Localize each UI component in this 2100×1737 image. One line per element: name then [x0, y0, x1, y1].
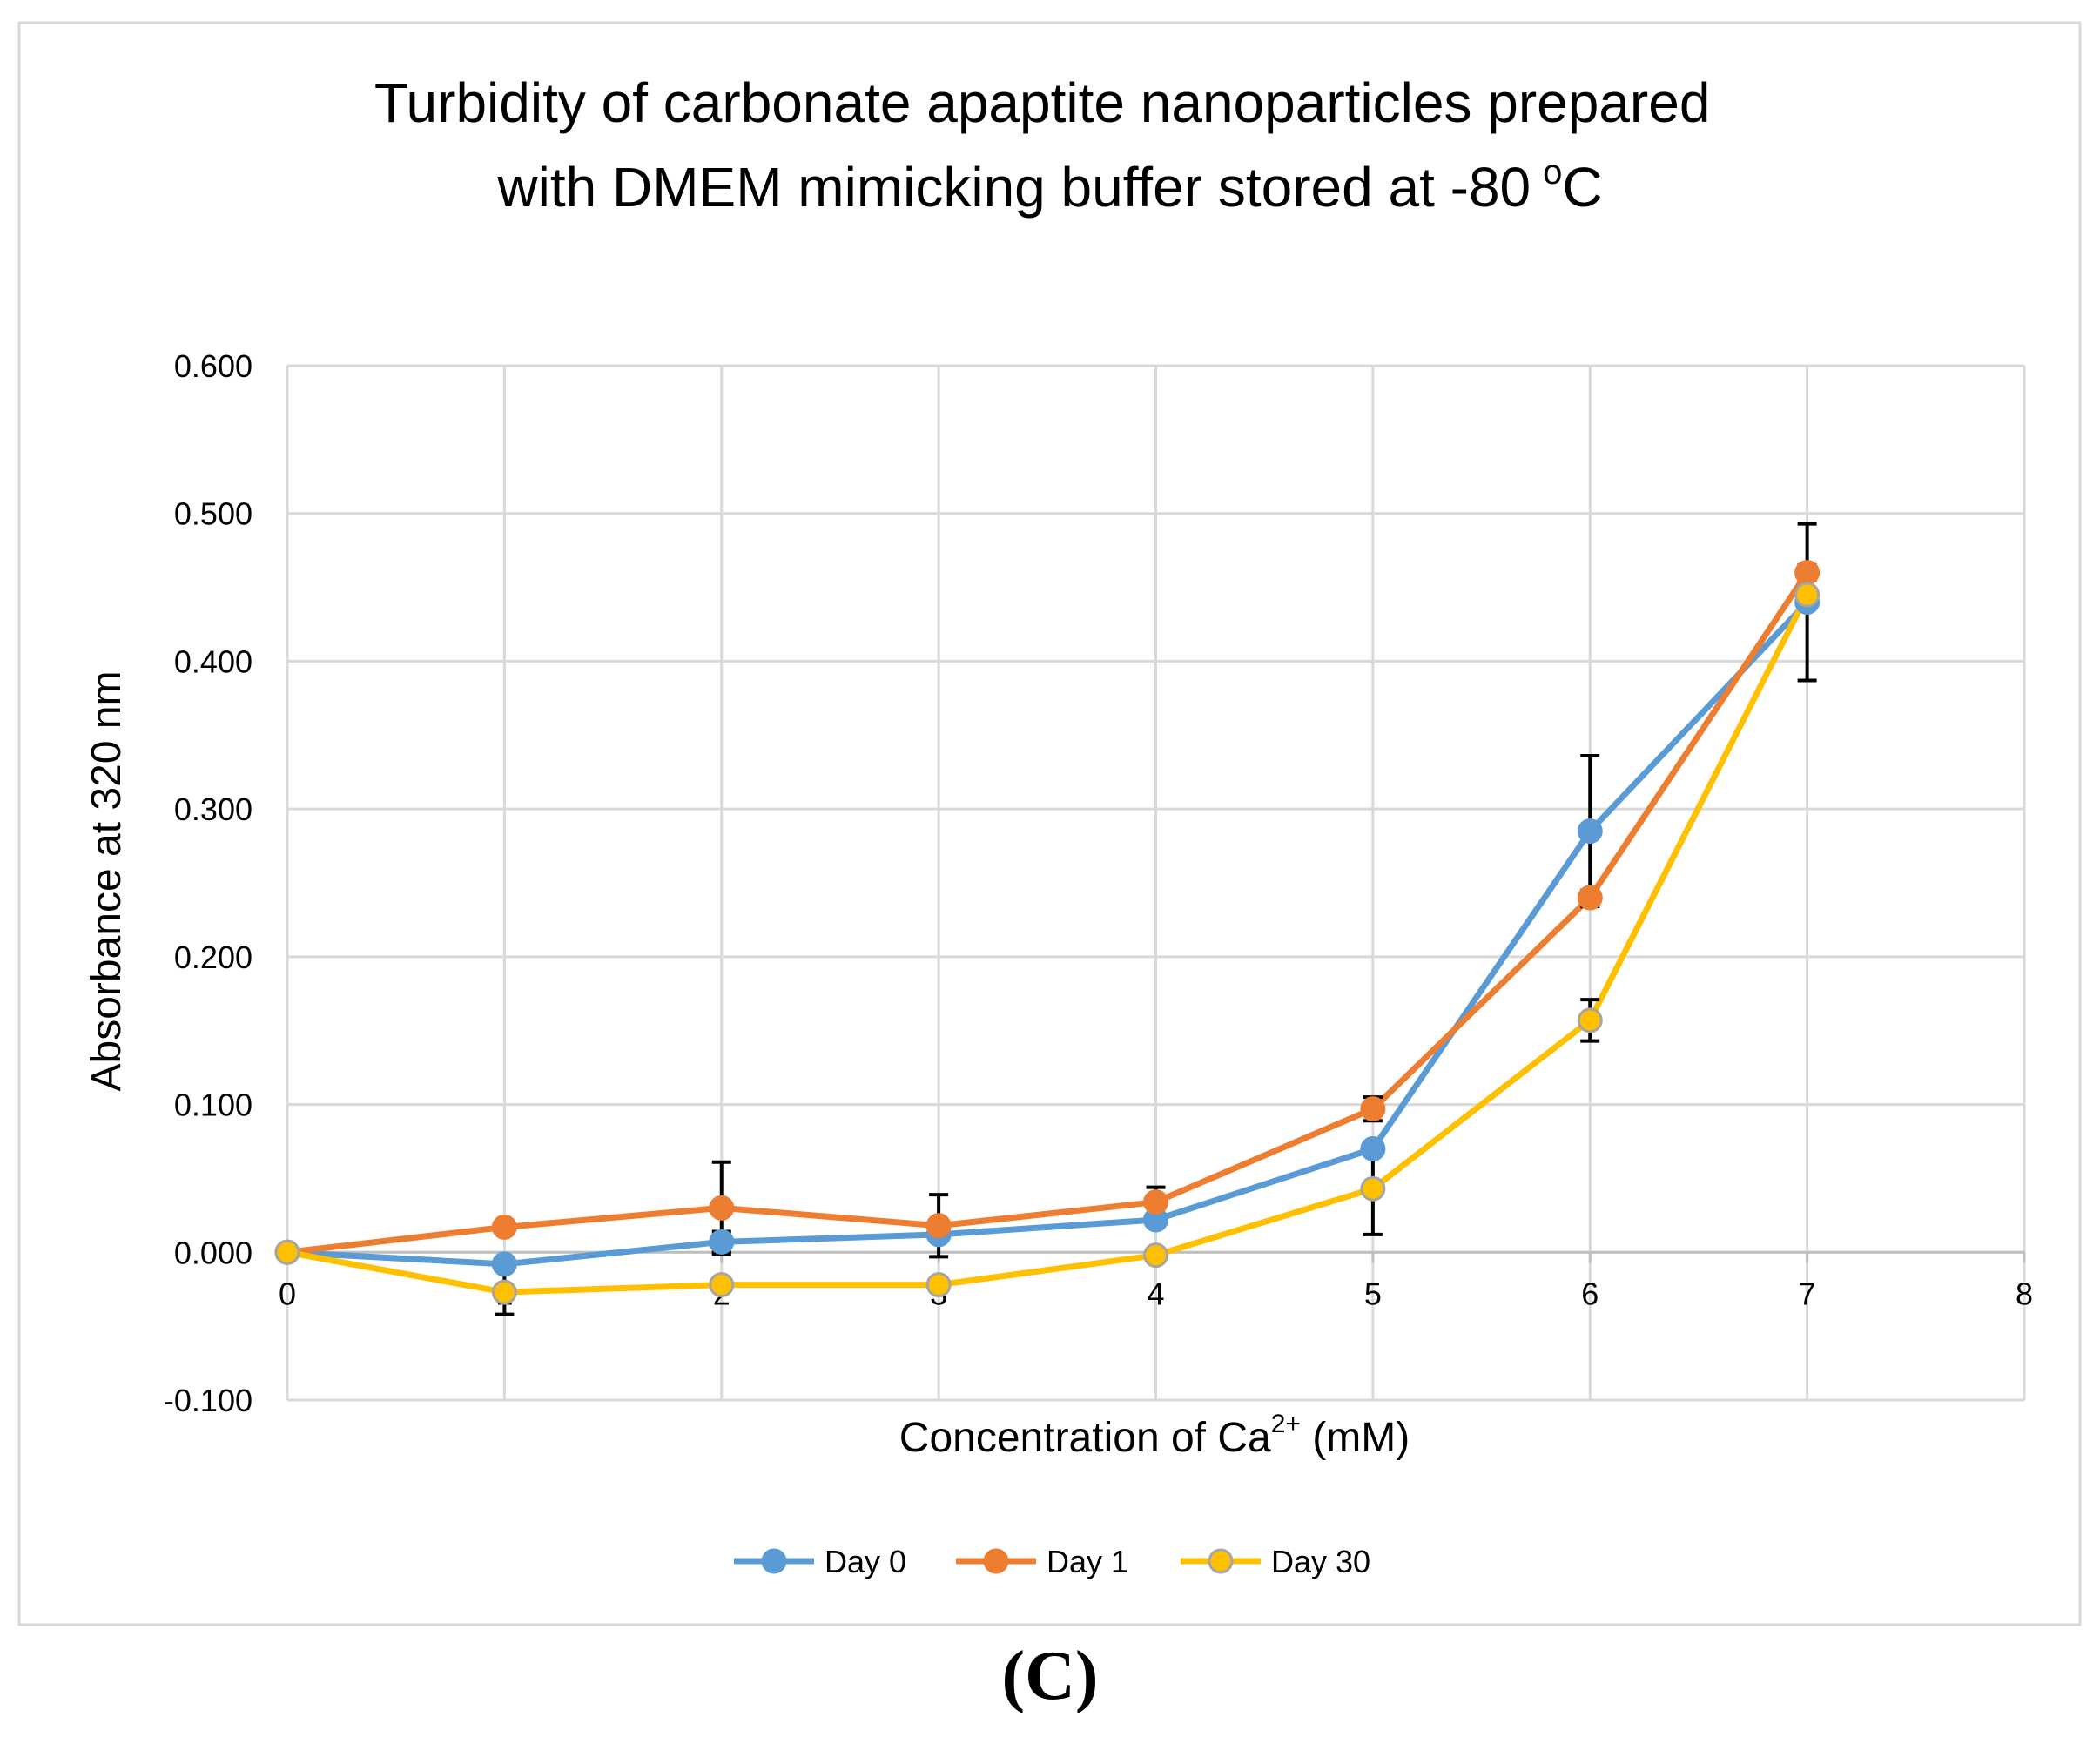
x-axis-label: Concentration of Ca2+ (mM): [899, 1410, 1410, 1461]
series-line-day0: [286, 600, 1810, 1268]
y-axis-tick-labels: -0.100 0.000 0.100 0.200 0.300 0.400 0.500 0.60…: [164, 348, 252, 1418]
marker-day30-3: [925, 1272, 952, 1298]
x-axis-label-prefix: Concentration of Ca: [899, 1415, 1271, 1461]
x-axis-label-superscript: 2+: [1271, 1410, 1301, 1438]
marker-day0-6: [1577, 818, 1603, 845]
chart-border: [17, 21, 2082, 1626]
x-axis-label-suffix: (mM): [1301, 1415, 1410, 1461]
chart-title: Turbidity of carbonate apaptite nanopart…: [374, 71, 1726, 219]
x-tick-label-0: 0: [279, 1276, 296, 1311]
marker-day1-5: [1360, 1096, 1386, 1122]
marker-day1-7: [1794, 560, 1821, 586]
marker-day30-1: [491, 1279, 517, 1305]
y-tick-label-7: 0.600: [174, 348, 252, 384]
x-tick-label-5: 5: [1364, 1276, 1382, 1311]
legend-item-day1: Day 1: [956, 1544, 1128, 1579]
marker-day1-1: [491, 1214, 517, 1240]
legend-item-day30: Day 30: [1181, 1544, 1370, 1579]
legend-swatch-marker: [761, 1548, 787, 1574]
series-line-day1: [286, 570, 1810, 1256]
x-tick-label-8: 8: [2016, 1276, 2033, 1311]
marker-day30-4: [1143, 1242, 1168, 1269]
marker-day0-2: [709, 1229, 735, 1255]
chart-title-line-2: with DMEM mimicking buffer stored at -80…: [496, 153, 1602, 219]
marker-day30-6: [1577, 1007, 1603, 1033]
chart-title-line-1: Turbidity of carbonate apaptite nanopart…: [374, 71, 1711, 134]
marker-day1-4: [1143, 1189, 1168, 1215]
marker-day30-5: [1360, 1175, 1386, 1202]
marker-day0-5: [1360, 1135, 1386, 1161]
marker-day1-3: [925, 1213, 952, 1239]
markers: [274, 560, 1821, 1305]
legend-label-day1: Day 1: [1047, 1544, 1128, 1579]
marker-day30-2: [709, 1272, 735, 1298]
marker-day30-0: [274, 1239, 300, 1265]
series-line-day30: [286, 593, 1810, 1296]
y-tick-label-0: -0.100: [164, 1383, 252, 1418]
x-tick-label-6: 6: [1581, 1276, 1599, 1311]
y-tick-label-3: 0.200: [174, 939, 252, 975]
y-axis-label: Absorbance at 320 nm: [84, 671, 130, 1092]
legend-swatch-marker: [1208, 1548, 1234, 1574]
marker-day1-2: [709, 1195, 735, 1221]
x-tick-label-7: 7: [1799, 1276, 1816, 1311]
y-tick-label-6: 0.500: [174, 496, 252, 532]
marker-day0-1: [491, 1251, 517, 1277]
marker-day30-7: [1794, 582, 1821, 608]
legend-item-day0: Day 0: [734, 1544, 906, 1579]
legend-label-day0: Day 0: [825, 1544, 906, 1579]
y-tick-label-1: 0.000: [174, 1235, 252, 1270]
y-tick-label-5: 0.400: [174, 643, 252, 679]
y-tick-label-4: 0.300: [174, 791, 252, 827]
panel-label: (C): [1001, 1638, 1099, 1714]
x-tick-label-4: 4: [1147, 1276, 1164, 1311]
chart-title-unit: C: [1562, 156, 1602, 219]
chart: Turbidity of carbonate apaptite nanopart…: [17, 21, 2082, 1626]
marker-day1-6: [1577, 885, 1603, 911]
legend: Day 0 Day 1 Day 30: [734, 1544, 1370, 1579]
series: [286, 570, 1810, 1296]
legend-label-day30: Day 30: [1271, 1544, 1370, 1579]
chart-title-degree: o: [1543, 153, 1562, 192]
legend-swatch-marker: [983, 1548, 1009, 1574]
y-tick-label-2: 0.100: [174, 1087, 252, 1123]
chart-title-line-2-text: with DMEM mimicking buffer stored at -80: [496, 156, 1531, 219]
